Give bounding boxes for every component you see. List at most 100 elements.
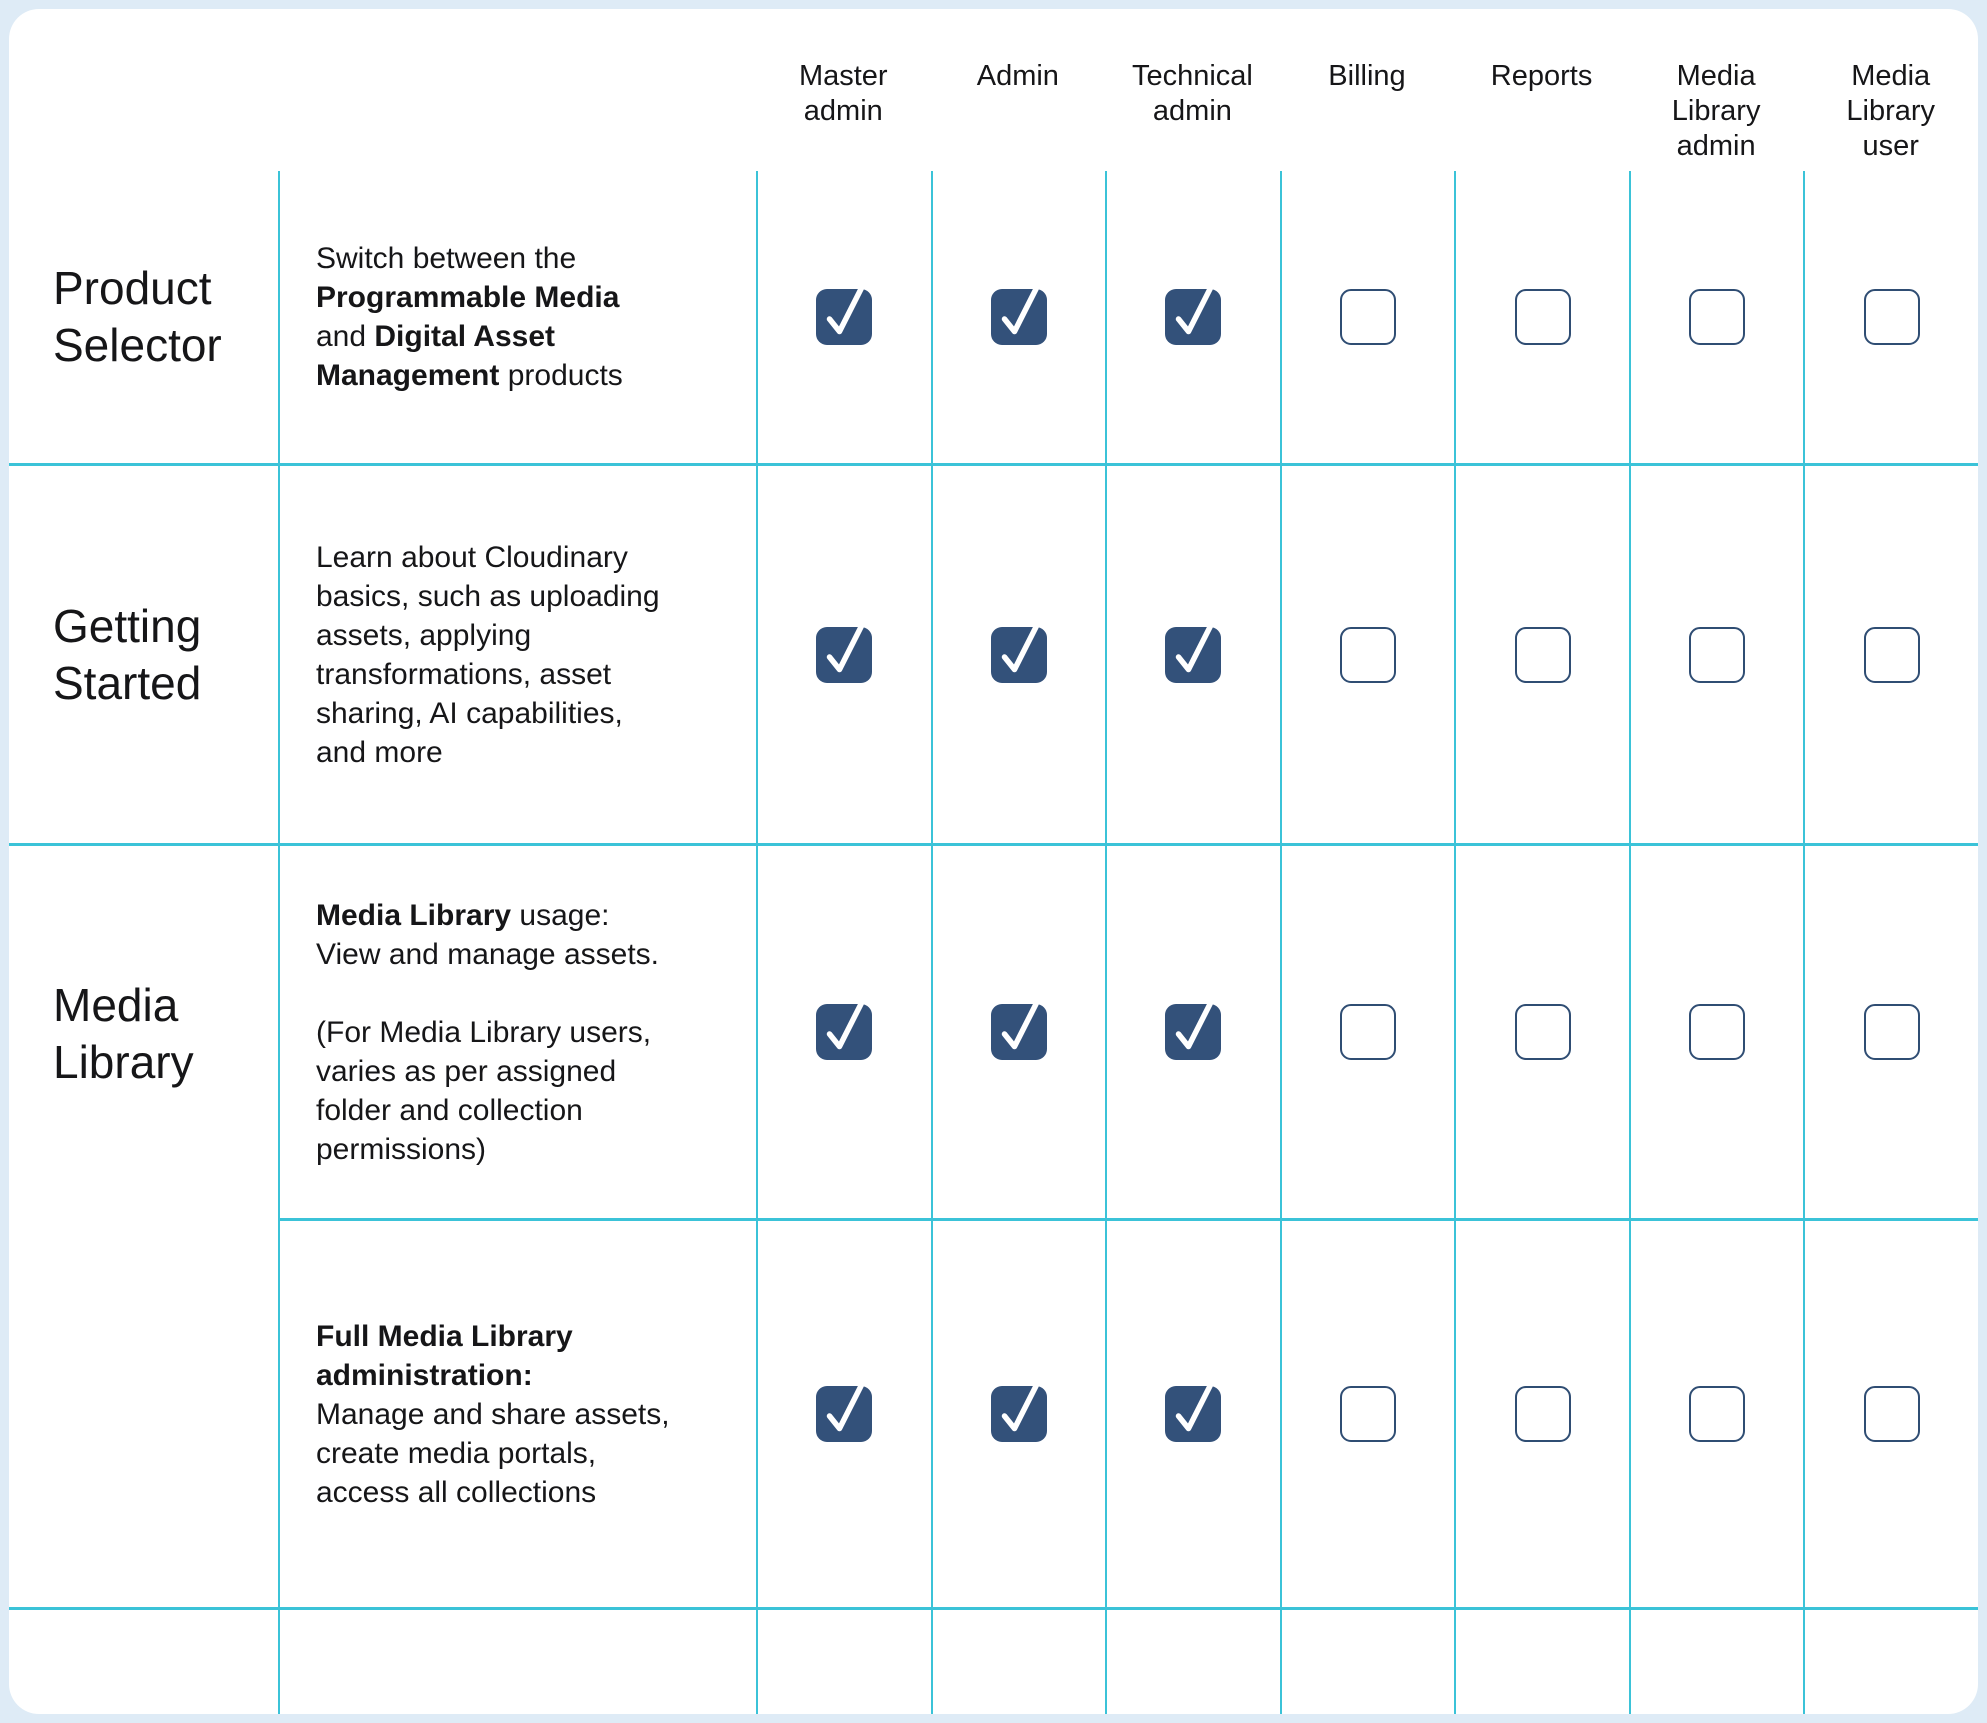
checkbox-unchecked-product-selector-media-library-user[interactable] [1863,289,1920,345]
checkbox-unchecked-getting-started-reports[interactable] [1514,626,1571,683]
column-header-label: Master admin [798,60,888,127]
checkbox-checked-product-selector-technical-admin[interactable] [1165,283,1222,345]
cell-product-selector-technical-admin [1105,171,1280,463]
description-bold-segment: Programmable Media [316,281,620,314]
cell-product-selector-media-library-admin [1628,171,1804,463]
cell-full-media-library-administration-reports [1454,1218,1629,1607]
cell-getting-started-media-library-admin [1628,463,1804,843]
description-segment: products [499,359,623,392]
row-description-text: Switch between the Programmable Media an… [316,239,623,395]
checkbox-unchecked-getting-started-media-library-admin[interactable] [1689,626,1746,683]
checkbox-checked-getting-started-technical-admin[interactable] [1165,620,1222,683]
check-mark-icon [1176,620,1215,672]
cell-full-media-library-administration-admin [930,1218,1106,1607]
checkbox-unchecked-full-media-library-administration-media-library-admin[interactable] [1689,1386,1746,1442]
checkbox-checked-getting-started-admin[interactable] [990,620,1047,683]
description-bold-segment: Full Media Library administration: [316,1319,573,1392]
cell-product-selector-reports [1454,171,1629,463]
column-header-label: Billing [1328,60,1406,92]
cell-getting-started-billing [1279,463,1455,843]
checkbox-unchecked-full-media-library-administration-media-library-user[interactable] [1863,1386,1920,1442]
cell-full-media-library-administration-technical-admin [1105,1218,1280,1607]
cell-getting-started-technical-admin [1105,463,1280,843]
check-mark-icon [1001,1380,1041,1432]
checkbox-checked-getting-started-master-admin[interactable] [816,620,873,683]
cell-empty-row-media-library-admin [1628,1607,1804,1714]
checkbox-unchecked-full-media-library-administration-reports[interactable] [1514,1386,1571,1442]
checkbox-checked-full-media-library-administration-technical-admin[interactable] [1165,1380,1222,1442]
checkbox-unchecked-product-selector-billing[interactable] [1339,289,1396,345]
cell-media-library-usage-billing [1279,843,1455,1218]
description-segment: Learn about Cloudinary basics, such as u… [316,540,660,769]
row-description-full-media-library-administration: Full Media Library administration: Manag… [278,1218,756,1607]
checkbox-unchecked-getting-started-media-library-user[interactable] [1863,626,1920,683]
row-label-media-library-usage: Media Library [9,843,278,1607]
checkbox-checked-media-library-usage-technical-admin[interactable] [1165,998,1222,1060]
check-mark-icon [1176,998,1215,1050]
checkbox-checked-product-selector-admin[interactable] [990,283,1047,345]
description-segment: and [316,320,367,353]
checkbox-checked-media-library-usage-admin[interactable] [990,998,1047,1060]
permissions-table-card: Master admin Admin Technical admin Billing R… [9,9,1978,1714]
row-label-getting-started: Getting Started [9,463,278,843]
cell-full-media-library-administration-master-admin [756,1218,931,1607]
checkbox-unchecked-product-selector-reports[interactable] [1514,289,1571,345]
row-description-text: Learn about Cloudinary basics, such as u… [316,538,660,772]
checkbox-unchecked-product-selector-media-library-admin[interactable] [1689,289,1746,345]
column-header-label: Technical admin [1131,60,1253,127]
cell-media-library-usage-reports [1454,843,1629,1218]
checkbox-checked-full-media-library-administration-master-admin[interactable] [816,1380,873,1442]
checkbox-unchecked-media-library-usage-billing[interactable] [1339,1004,1396,1060]
permissions-grid: Master admin Admin Technical admin Billing R… [9,9,1978,1714]
column-header-label: Admin [976,60,1059,92]
column-header-billing: Billing [1280,9,1455,171]
row-label-empty-row [9,1607,278,1714]
cell-empty-row-master-admin [756,1607,931,1714]
cell-getting-started-reports [1454,463,1629,843]
cell-media-library-usage-media-library-user [1803,843,1978,1218]
description-segment: Manage and share assets, create media po… [316,1397,670,1509]
column-header-media-library-user: Media Library user [1803,9,1978,171]
cell-full-media-library-administration-media-library-user [1803,1218,1978,1607]
cell-product-selector-billing [1279,171,1455,463]
cell-empty-row-media-library-user [1803,1607,1978,1714]
cell-media-library-usage-master-admin [756,843,931,1218]
row-label-text: Media Library [53,978,194,1088]
checkbox-unchecked-getting-started-billing[interactable] [1339,626,1396,683]
check-mark-icon [827,998,866,1050]
cell-media-library-usage-technical-admin [1105,843,1280,1218]
row-description-text: Full Media Library administration: Manag… [316,1317,670,1512]
cell-empty-row-technical-admin [1105,1607,1280,1714]
checkbox-checked-product-selector-master-admin[interactable] [816,283,873,345]
checkbox-checked-media-library-usage-master-admin[interactable] [816,998,873,1060]
checkbox-unchecked-full-media-library-administration-billing[interactable] [1339,1386,1396,1442]
row-description-empty-row [278,1607,756,1714]
row-description-getting-started: Learn about Cloudinary basics, such as u… [278,463,756,843]
description-bold-segment: Media Library [316,898,512,932]
checkbox-unchecked-media-library-usage-media-library-admin[interactable] [1689,1004,1746,1060]
check-mark-icon [1001,998,1041,1050]
column-header-technical-admin: Technical admin [1105,9,1280,171]
description-bold-segment: Digital Asset Management [316,320,555,392]
description-segment: usage: View and manage assets. (For Medi… [316,898,659,1166]
cell-full-media-library-administration-billing [1279,1218,1455,1607]
column-header-label: Media Library user [1846,60,1936,162]
cell-product-selector-admin [930,171,1106,463]
checkbox-checked-full-media-library-administration-admin[interactable] [990,1380,1047,1442]
checkbox-unchecked-media-library-usage-media-library-user[interactable] [1863,1004,1920,1060]
column-header-media-library-admin: Media Library admin [1629,9,1804,171]
check-mark-icon [1001,620,1041,672]
check-mark-icon [1001,283,1041,335]
check-mark-icon [1176,1380,1215,1432]
description-segment: Switch between the [316,242,577,275]
check-mark-icon [827,1380,866,1432]
cell-getting-started-admin [930,463,1106,843]
cell-getting-started-media-library-user [1803,463,1978,843]
check-mark-icon [827,620,866,672]
column-header-label: Reports [1490,60,1593,92]
row-description-media-library-usage: Media Library usage: View and manage ass… [278,843,756,1218]
cell-getting-started-master-admin [756,463,931,843]
checkbox-unchecked-media-library-usage-reports[interactable] [1514,1004,1571,1060]
cell-product-selector-master-admin [756,171,931,463]
column-header-master-admin: Master admin [756,9,931,171]
